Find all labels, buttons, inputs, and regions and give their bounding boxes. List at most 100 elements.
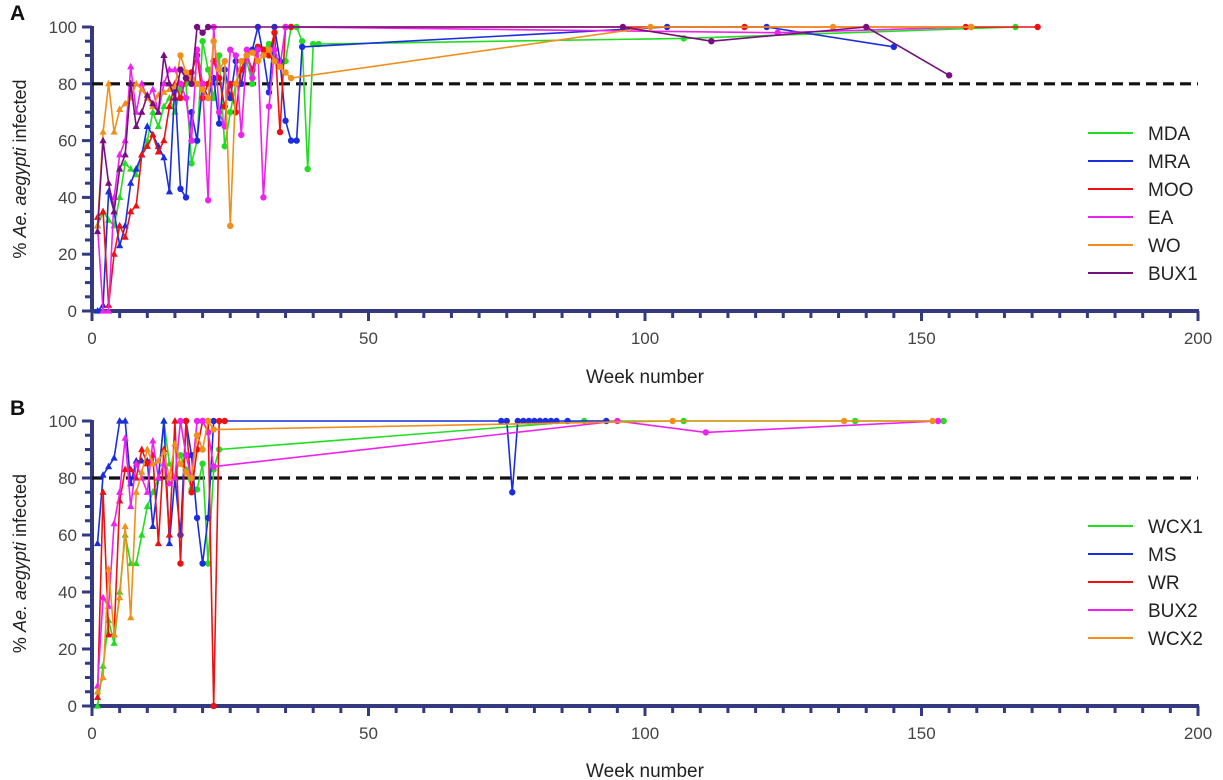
data-point [232, 52, 239, 59]
data-point [182, 94, 190, 102]
data-point [199, 560, 206, 567]
data-point [99, 136, 107, 144]
data-point [287, 137, 295, 144]
data-point [276, 63, 284, 70]
data-point [154, 474, 162, 481]
y-tick-label: 100 [49, 18, 77, 37]
data-point [160, 417, 168, 424]
data-point [165, 531, 174, 538]
data-point [199, 446, 206, 453]
data-point [138, 531, 146, 538]
data-point [110, 454, 118, 461]
data-point [254, 57, 262, 65]
data-point [110, 630, 118, 638]
data-point [154, 456, 162, 464]
series-bux2 [93, 417, 942, 689]
y-axis-label: % Ae. aegypti infected [10, 474, 30, 653]
y-tick-label: 100 [49, 412, 77, 431]
data-point [177, 460, 184, 467]
data-point [116, 165, 124, 172]
legend-label: BUX1 [1148, 264, 1198, 285]
data-point [614, 417, 621, 425]
data-point [104, 79, 113, 87]
series-line [96, 420, 944, 707]
legend-label: WO [1148, 236, 1181, 257]
data-point [531, 417, 538, 425]
y-axis-label-part: infected [10, 79, 30, 147]
data-point [199, 38, 206, 45]
data-point [116, 221, 124, 229]
y-tick-label: 80 [58, 469, 77, 488]
data-point [260, 46, 267, 53]
data-point [890, 43, 898, 51]
legend-label: EA [1148, 208, 1174, 229]
data-point [193, 417, 201, 425]
data-point [160, 448, 168, 455]
data-point [188, 137, 195, 144]
data-point [520, 417, 527, 425]
data-point [188, 160, 195, 167]
data-point [204, 417, 212, 425]
data-point [215, 417, 223, 425]
data-point [287, 74, 295, 82]
data-point [227, 109, 234, 116]
legend-label: MOO [1148, 180, 1193, 201]
data-point [215, 52, 223, 59]
data-point [221, 143, 228, 150]
x-tick-label: 50 [359, 329, 378, 348]
data-point [99, 488, 107, 495]
data-point [93, 307, 102, 314]
data-point [210, 426, 217, 433]
data-point [177, 52, 184, 59]
data-point [204, 197, 212, 204]
panel-letter: B [10, 397, 25, 420]
data-point [282, 69, 289, 76]
data-point [298, 38, 306, 45]
data-point [93, 539, 102, 547]
data-point [121, 417, 129, 424]
data-point [177, 531, 184, 539]
data-point [210, 38, 217, 45]
data-point [238, 131, 245, 139]
data-point [260, 52, 267, 59]
y-axis-label-part: Ae. aegypti [10, 541, 30, 633]
data-point [940, 417, 947, 425]
data-point [182, 469, 190, 476]
data-point [945, 72, 953, 79]
legend-label: BUX2 [1148, 601, 1198, 622]
data-point [708, 38, 715, 45]
data-point [99, 128, 107, 135]
data-point [132, 488, 140, 495]
data-point [271, 29, 278, 36]
y-axis-label-part: Ae. aegypti [10, 146, 30, 238]
data-point [171, 108, 179, 115]
data-point [121, 99, 129, 107]
data-point [93, 687, 102, 695]
data-point [199, 86, 206, 93]
data-point [154, 147, 162, 155]
data-point [160, 102, 168, 110]
data-point [215, 120, 223, 127]
data-point [132, 79, 140, 87]
legend-label: MDA [1148, 124, 1191, 145]
y-axis-label-part: % [10, 238, 30, 259]
series-mra [93, 23, 898, 314]
data-point [127, 502, 135, 510]
data-point [193, 432, 201, 439]
data-point [232, 109, 239, 116]
data-point [238, 57, 245, 65]
data-point [177, 80, 184, 88]
data-point [260, 194, 267, 201]
data-point [104, 630, 113, 638]
data-point [99, 207, 107, 215]
data-point [243, 46, 251, 53]
y-axis-label-part: infected [10, 474, 30, 542]
data-point [138, 468, 146, 475]
data-point [171, 417, 179, 424]
data-point [188, 474, 195, 482]
data-point [127, 62, 135, 70]
legend-label: WR [1148, 573, 1180, 594]
data-point [177, 94, 184, 102]
y-tick-label: 0 [68, 697, 77, 716]
